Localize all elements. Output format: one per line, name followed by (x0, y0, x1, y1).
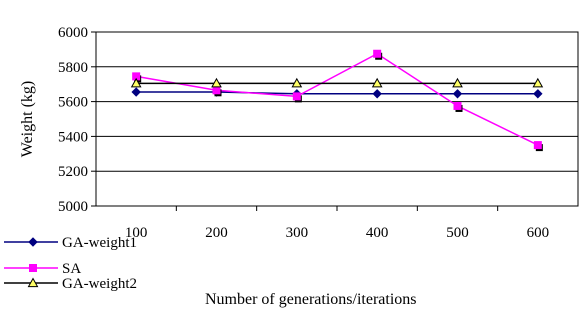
x-tick-label: 200 (205, 225, 228, 241)
x-tick-label: 300 (286, 225, 309, 241)
legend-label: SA (62, 261, 81, 277)
x-tick-label: 600 (527, 225, 550, 241)
y-tick-label: 5800 (58, 60, 88, 76)
y-axis-title: Weight (kg) (19, 81, 36, 157)
series-sa (132, 49, 543, 152)
data-point (371, 77, 383, 88)
legend-marker (27, 277, 39, 288)
data-point (211, 77, 222, 88)
y-tick-label: 5600 (58, 95, 88, 111)
data-point (373, 49, 382, 58)
x-tick-label: 100 (125, 225, 148, 241)
y-tick-label: 6000 (58, 25, 88, 41)
x-axis-ticks: 100 200 300 400 500 600 (125, 206, 549, 241)
series (130, 49, 544, 152)
data-point (533, 141, 542, 150)
data-point (292, 92, 301, 101)
x-axis-title: Number of generations/iterations (205, 291, 417, 308)
data-point (212, 86, 221, 95)
data-point (291, 77, 303, 88)
legend-label: GA-weight2 (62, 276, 137, 292)
legend-item: GA-weight2 (4, 276, 137, 292)
legend-label: GA-weight1 (62, 235, 137, 251)
data-point (130, 77, 142, 88)
data-point (131, 87, 141, 97)
data-point (452, 89, 463, 99)
legend-marker (29, 264, 37, 272)
y-tick-label: 5000 (58, 199, 88, 215)
x-tick-label: 400 (366, 225, 389, 241)
legend-marker (28, 237, 38, 247)
data-point (532, 77, 544, 88)
y-tick-label: 5200 (58, 164, 88, 180)
x-tick-label: 500 (446, 225, 469, 241)
y-tick-label: 5400 (58, 129, 88, 145)
series-line (136, 52, 539, 146)
grid (96, 31, 578, 207)
data-point (372, 89, 382, 99)
legend-item: SA (4, 261, 81, 277)
series-line (136, 91, 538, 95)
data-point (533, 89, 543, 99)
plot-area (95, 31, 579, 207)
data-point (452, 77, 463, 88)
series-ga-weight2 (130, 77, 544, 88)
data-point (453, 101, 462, 110)
legend-item: GA-weight1 (4, 235, 137, 251)
series-ga-weight1 (131, 87, 543, 99)
y-axis-ticks: 5000 5200 5400 5600 5800 6000 (58, 25, 96, 215)
